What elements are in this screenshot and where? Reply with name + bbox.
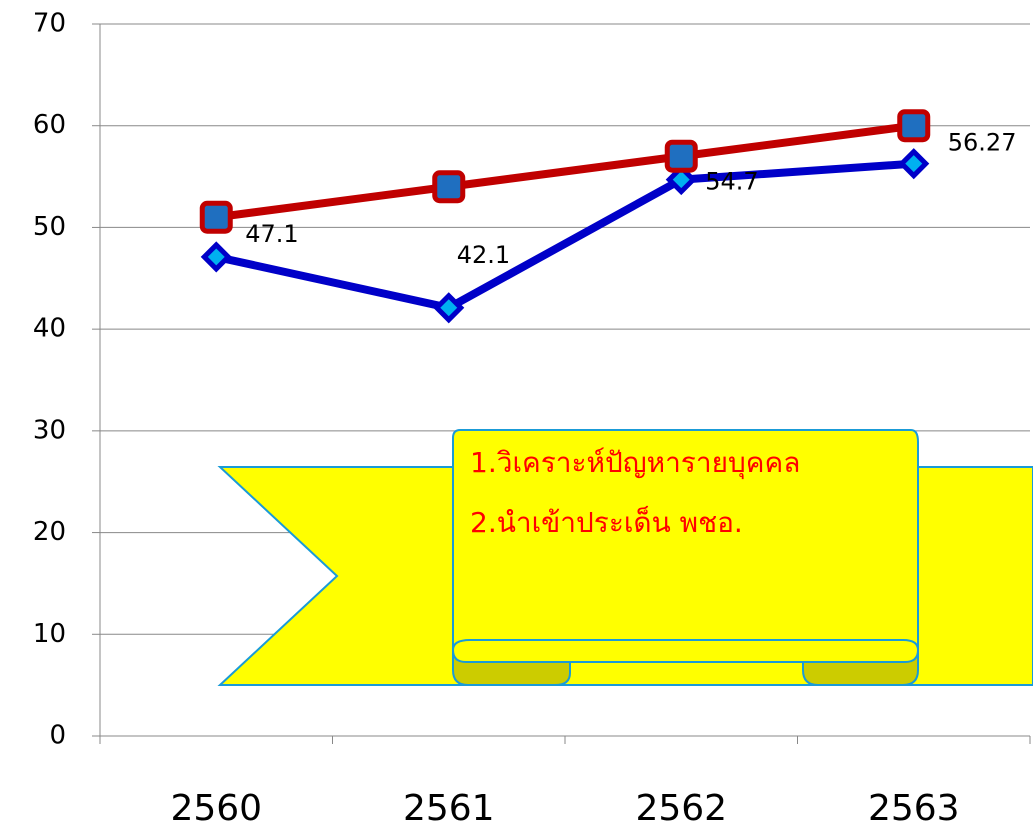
marker bbox=[199, 200, 233, 234]
annotation: 1.วิเคราะห์ปัญหารายบุคคล bbox=[470, 446, 800, 480]
y-tick-label: 10 bbox=[33, 619, 66, 649]
marker bbox=[432, 170, 466, 204]
series-line bbox=[215, 159, 915, 312]
y-tick-label: 40 bbox=[33, 314, 66, 344]
banner: 1.วิเคราะห์ปัญหารายบุคคล 2.นำเข้าประเด็น… bbox=[217, 429, 1033, 686]
marker bbox=[665, 164, 697, 196]
y-tick-label: 70 bbox=[33, 9, 66, 39]
banner-curl bbox=[452, 639, 919, 651]
y-tick-label: 20 bbox=[33, 517, 66, 547]
x-tick-label: 2560 bbox=[170, 788, 262, 829]
data-label: 42.1 bbox=[457, 241, 510, 269]
x-tick-label: 2563 bbox=[868, 788, 960, 829]
marker bbox=[897, 109, 931, 143]
x-tick-label: 2561 bbox=[403, 788, 495, 829]
data-label: 56.27 bbox=[948, 129, 1017, 157]
series-line bbox=[215, 121, 915, 222]
y-tick-label: 60 bbox=[33, 110, 66, 140]
x-tick-label: 2562 bbox=[635, 788, 727, 829]
banner-front bbox=[452, 429, 919, 663]
marker bbox=[664, 139, 698, 173]
data-label: 54.7 bbox=[705, 168, 758, 196]
marker bbox=[898, 148, 930, 180]
y-tick-label: 0 bbox=[49, 721, 66, 751]
y-tick-label: 30 bbox=[33, 415, 66, 445]
marker bbox=[200, 241, 232, 273]
marker bbox=[433, 292, 465, 324]
y-tick-label: 50 bbox=[33, 212, 66, 242]
data-label: 47.1 bbox=[245, 220, 298, 248]
annotation: 2.นำเข้าประเด็น พชอ. bbox=[470, 505, 743, 539]
data-layer: 47.1 42.1 54.7 56.27 bbox=[199, 109, 1017, 324]
